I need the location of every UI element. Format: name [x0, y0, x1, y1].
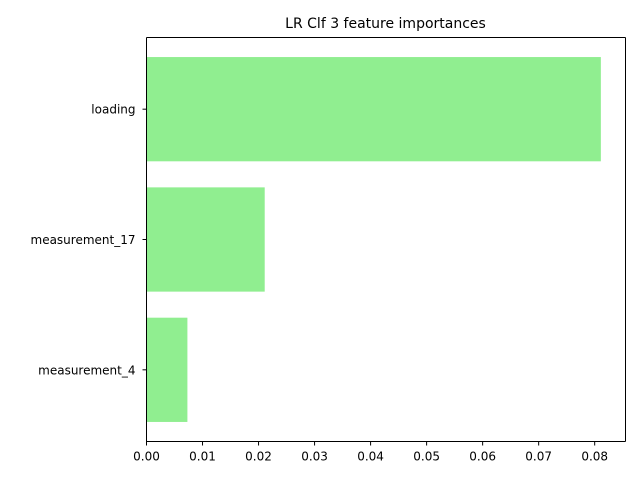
x-tick-label: 0.07 [525, 450, 552, 464]
y-tick-label: measurement_4 [38, 363, 135, 377]
x-tick-label: 0.03 [301, 450, 328, 464]
x-tick-label: 0.05 [413, 450, 440, 464]
x-tick-label: 0.04 [357, 450, 384, 464]
x-tick-label: 0.08 [581, 450, 608, 464]
x-tick-label: 0.06 [469, 450, 496, 464]
x-tick-label: 0.01 [189, 450, 216, 464]
y-tick-label: loading [91, 103, 135, 117]
x-tick-label: 0.02 [245, 450, 272, 464]
chart-title: LR Clf 3 feature importances [285, 16, 486, 32]
bar-measurement-17 [147, 187, 265, 291]
bar-loading [147, 57, 601, 161]
x-tick-label: 0.00 [133, 450, 160, 464]
bar-measurement-4 [147, 318, 188, 422]
y-tick-label: measurement_17 [31, 233, 136, 247]
